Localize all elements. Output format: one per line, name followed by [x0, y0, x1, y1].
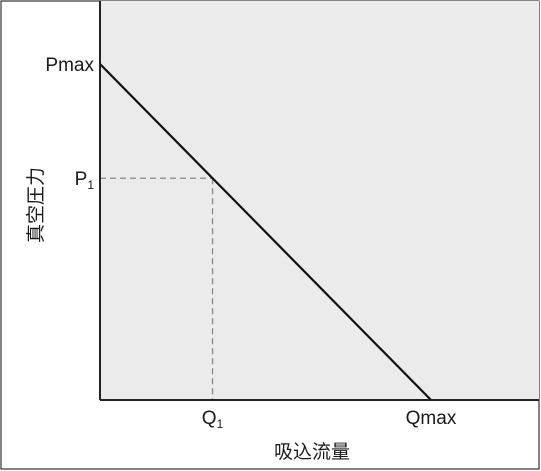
x-tick-labels: Q1 Qmax — [202, 408, 457, 431]
x-tick-label: Q1 — [202, 408, 224, 431]
y-tick-label: P1 — [75, 169, 95, 192]
x-tick-label-main: Qmax — [406, 408, 457, 429]
y-tick-label: Pmax — [45, 55, 94, 76]
series-line — [99, 63, 432, 401]
x-tick-label-main: Q — [202, 408, 217, 429]
y-tick-label-main: P — [75, 169, 88, 190]
x-axis-title: 吸込流量 — [274, 441, 350, 463]
y-axis-title: 真空圧力 — [25, 167, 47, 243]
plot-area — [100, 1, 539, 400]
series-layer — [99, 63, 432, 401]
x-tick-label: Qmax — [406, 408, 457, 429]
y-tick-label-subscript: 1 — [87, 178, 94, 192]
guide-lines — [100, 177, 214, 400]
y-tick-labels: Pmax P1 — [45, 55, 94, 192]
x-tick-label-subscript: 1 — [217, 417, 224, 431]
y-tick-label-main: Pmax — [45, 55, 94, 76]
